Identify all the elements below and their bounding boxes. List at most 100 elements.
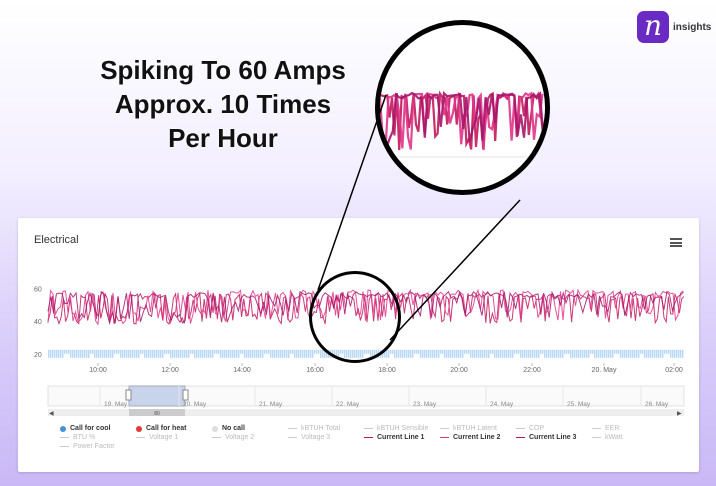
status-band-tick [132, 349, 134, 358]
status-band-tick [382, 349, 384, 358]
navigator-track [47, 385, 685, 407]
status-band-tick [670, 349, 672, 358]
status-band-tick [52, 349, 54, 358]
status-band-tick [58, 349, 60, 358]
status-band-tick [154, 349, 156, 358]
legend-item[interactable]: COP [516, 425, 592, 432]
legend-item[interactable]: Voltage 1 [136, 434, 212, 441]
status-band-tick [236, 349, 238, 358]
legend-item[interactable]: Current Line 2 [440, 434, 516, 441]
status-band-tick [238, 349, 240, 358]
legend-item[interactable]: Current Line 3 [516, 434, 592, 441]
legend-item[interactable]: BTU % [60, 434, 136, 441]
chart-legend: Call for cool Call for heat No call kBTUH T… [60, 424, 680, 451]
status-band-tick [436, 349, 438, 358]
status-band-tick [104, 349, 106, 358]
status-band-tick [456, 349, 458, 358]
legend-item[interactable]: Call for heat [136, 425, 212, 432]
navigator-date-label: 20. May [183, 401, 207, 408]
status-band-tick [506, 349, 508, 358]
status-band-tick [596, 349, 598, 358]
status-band-tick [546, 349, 548, 358]
status-band-tick [88, 349, 90, 358]
status-band-tick [406, 349, 408, 358]
status-band-tick [296, 349, 298, 358]
status-band-tick [134, 349, 136, 358]
legend-item[interactable]: Power Factor [60, 443, 136, 450]
legend-item[interactable]: EER [592, 425, 668, 432]
status-band-tick [114, 349, 116, 354]
status-band-tick [242, 349, 244, 354]
status-band-tick [188, 349, 190, 358]
legend-item[interactable]: Voltage 3 [288, 434, 364, 441]
legend-label: BTU % [73, 434, 96, 441]
legend-item[interactable]: kBTUH Latent [440, 425, 516, 432]
status-band-tick [654, 349, 656, 358]
status-band-tick [388, 349, 390, 358]
status-band-tick [444, 349, 446, 358]
navigator-handle-right [182, 389, 189, 401]
legend-line-icon [60, 436, 69, 439]
legend-item[interactable]: Call for cool [60, 425, 136, 432]
legend-item[interactable]: kBTUH Total [288, 425, 364, 432]
navigator-date-label: 19. May [104, 401, 128, 408]
status-band-tick [146, 349, 148, 358]
status-band-tick [478, 349, 480, 358]
status-band-tick [556, 349, 558, 358]
status-band-tick [422, 349, 424, 358]
status-band-tick [402, 349, 404, 358]
legend-label: Power Factor [73, 443, 115, 450]
legend-item[interactable]: kBTUH Sensible [364, 425, 440, 432]
status-band-tick [82, 349, 84, 358]
status-band-tick [108, 349, 110, 358]
status-band-tick [324, 349, 326, 358]
status-band-tick [74, 349, 76, 358]
status-band-tick [462, 349, 464, 358]
status-band-tick [186, 349, 188, 358]
status-band-tick [178, 349, 180, 358]
status-band-tick [398, 349, 400, 358]
status-band-tick [98, 349, 100, 358]
status-band-tick [636, 349, 638, 358]
status-band-tick [600, 349, 602, 358]
status-band-tick [138, 349, 140, 358]
legend-line-icon [592, 436, 601, 439]
status-band-tick [234, 349, 236, 358]
status-band-tick [106, 349, 108, 358]
status-band-tick [494, 349, 496, 358]
status-band [48, 349, 684, 358]
status-band-tick [620, 349, 622, 358]
status-band-tick [176, 349, 178, 358]
status-band-tick [414, 349, 416, 354]
legend-line-icon [60, 445, 69, 448]
status-band-tick [160, 349, 162, 358]
status-band-tick [70, 349, 72, 358]
status-band-tick [262, 349, 264, 358]
legend-item[interactable]: Voltage 2 [212, 434, 288, 441]
status-band-tick [84, 349, 86, 358]
status-band-tick [226, 349, 228, 358]
status-band-tick [222, 349, 224, 358]
status-band-tick [232, 349, 234, 358]
legend-item[interactable]: kWatt [592, 434, 668, 441]
status-band-tick [86, 349, 88, 358]
hamburger-menu-icon[interactable] [670, 238, 682, 247]
status-band-tick [244, 349, 246, 358]
legend-item[interactable]: No call [212, 425, 288, 432]
status-band-tick [474, 349, 476, 358]
status-band-tick [464, 349, 466, 354]
status-band-tick [394, 349, 396, 358]
status-band-tick [504, 349, 506, 358]
legend-item[interactable]: Current Line 1 [364, 434, 440, 441]
status-band-tick [390, 349, 392, 354]
legend-line-icon [516, 427, 525, 430]
status-band-tick [198, 349, 200, 358]
status-band-tick [642, 349, 644, 354]
status-band-tick [318, 349, 320, 354]
status-band-tick [294, 349, 296, 358]
status-band-tick [292, 349, 294, 354]
status-band-tick [302, 349, 304, 358]
status-band-tick [610, 349, 612, 358]
legend-label: kBTUH Sensible [377, 425, 429, 432]
navigator-date-label: 22. May [336, 401, 360, 408]
